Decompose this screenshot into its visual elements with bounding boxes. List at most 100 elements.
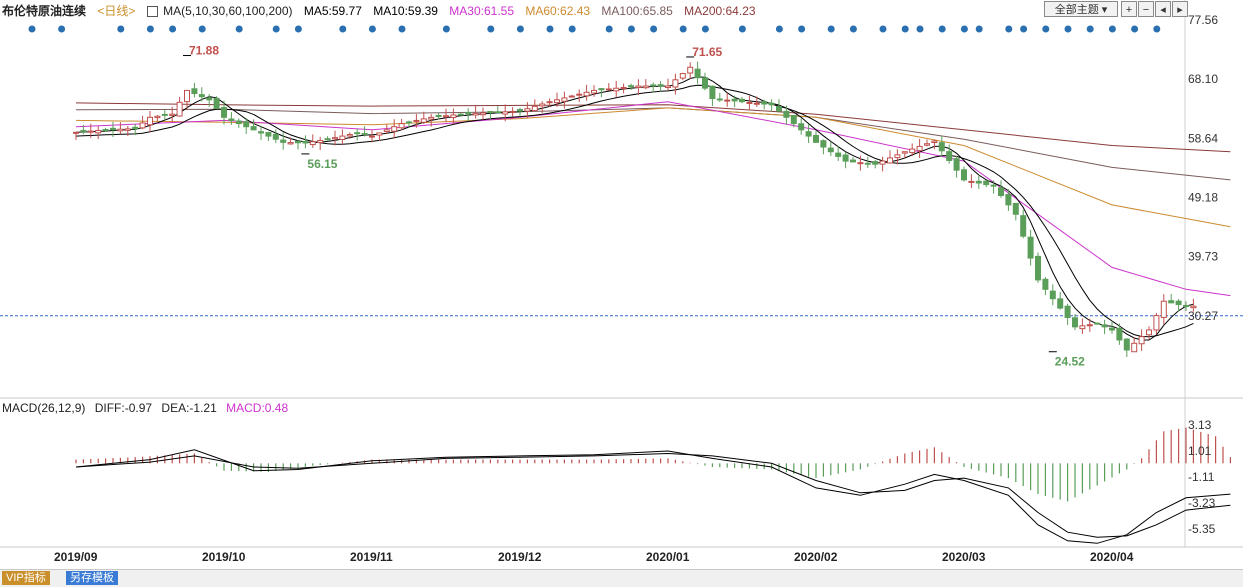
candle-body <box>665 85 671 89</box>
tab-vip-indicator[interactable]: VIP指标 <box>2 571 50 585</box>
candle-body <box>124 128 131 131</box>
event-dot <box>605 25 613 33</box>
macd-diff: DIFF:-0.97 <box>94 401 153 415</box>
candle-body <box>1020 215 1027 237</box>
event-dot <box>901 25 909 33</box>
ma60-value: MA60:62.43 <box>525 4 591 18</box>
event-dot <box>627 25 635 33</box>
x-tick-label: 2020/01 <box>646 550 690 564</box>
candle-body <box>295 140 301 144</box>
period-selector[interactable]: <日线> <box>97 4 136 18</box>
candle-body <box>428 116 435 120</box>
event-dot <box>1153 25 1161 33</box>
macd-value: MACD:0.48 <box>226 401 289 415</box>
event-dot <box>1131 25 1139 33</box>
event-dot <box>1108 25 1116 33</box>
candle-body <box>916 145 923 152</box>
candle-body <box>465 112 472 115</box>
candle-body <box>1146 329 1152 336</box>
chevron-down-icon: ▾ <box>1101 4 1108 16</box>
candle-body <box>213 97 220 110</box>
candle-body <box>702 77 708 89</box>
candle-body <box>1072 317 1078 328</box>
candle-body <box>332 137 338 140</box>
candle-body <box>635 85 642 88</box>
zoom-out-button[interactable]: − <box>1138 1 1154 17</box>
candle-body <box>435 114 442 118</box>
candle-body <box>554 99 560 104</box>
y-tick-label: 68.10 <box>1188 72 1218 86</box>
event-dot <box>1064 25 1072 33</box>
candle-body <box>198 94 205 98</box>
candle-body <box>1175 300 1182 306</box>
scroll-right-icon: ▸ <box>1177 4 1183 16</box>
candle-body <box>1012 202 1019 215</box>
candle-body <box>176 101 183 117</box>
candle-body <box>650 84 657 87</box>
ma-line-ma10 <box>75 84 1194 338</box>
event-dot <box>879 25 887 33</box>
chart-header: 布伦特原油连续 <日线> MA(5,10,30,60,100,200) MA5:… <box>2 2 764 19</box>
candle-body <box>502 111 509 115</box>
x-tick-label: 2020/04 <box>1090 550 1134 564</box>
bottom-tab-bar: VIP指标 另存模板 <box>0 569 1243 587</box>
candle-body <box>443 115 449 118</box>
candle-body <box>161 113 168 116</box>
candle-body <box>221 107 227 118</box>
ma-line-ma30 <box>75 101 1231 297</box>
candle-body <box>753 102 760 105</box>
ma100-value: MA100:65.85 <box>601 4 673 18</box>
event-dot <box>1042 25 1050 33</box>
theme-select[interactable]: 全部主题 ▾ <box>1044 1 1118 17</box>
grid-icon[interactable] <box>146 6 158 18</box>
candle-body <box>1153 315 1160 331</box>
tab-save-template[interactable]: 另存模板 <box>66 571 118 585</box>
candle-body <box>354 132 361 135</box>
candle-body <box>909 148 916 154</box>
candle-body <box>968 180 975 183</box>
candle-body <box>1064 305 1071 318</box>
candle-body <box>724 99 731 102</box>
candle-body <box>620 87 627 90</box>
ma30-value: MA30:61.55 <box>449 4 515 18</box>
candle-body <box>990 184 997 187</box>
candle-body <box>346 134 353 137</box>
y-tick-label: 58.64 <box>1188 131 1218 145</box>
event-dot <box>368 25 376 33</box>
candle-body <box>739 98 745 103</box>
x-tick-label: 2019/10 <box>202 550 246 564</box>
ma-line-ma5 <box>75 76 1194 341</box>
candle-body <box>687 66 694 74</box>
candle-body <box>472 112 479 116</box>
scroll-left-button[interactable]: ◂ <box>1155 1 1171 17</box>
candle-body <box>924 143 930 146</box>
event-dot <box>146 25 154 33</box>
y-tick-label: 30.27 <box>1188 309 1218 323</box>
candle-body <box>901 151 908 154</box>
extreme-label: 24.52 <box>1055 355 1085 369</box>
candle-body <box>250 126 257 131</box>
candle-body <box>568 95 575 98</box>
candle-body <box>591 89 597 94</box>
candle-body <box>953 158 960 171</box>
candle-body <box>509 110 516 113</box>
candle-body <box>280 139 287 143</box>
candle-body <box>864 162 871 165</box>
candle-body <box>731 98 738 102</box>
candle-body <box>1160 300 1167 318</box>
candle-body <box>605 88 612 91</box>
candle-body <box>783 110 790 118</box>
candle-body <box>376 132 383 136</box>
macd-y-tick-label: -3.23 <box>1188 496 1216 510</box>
event-dot <box>650 25 658 33</box>
scroll-right-button[interactable]: ▸ <box>1172 1 1188 17</box>
candle-body <box>524 108 531 112</box>
moving-average-lines <box>75 76 1231 341</box>
candle-body <box>746 101 753 104</box>
candle-body <box>776 106 782 112</box>
zoom-in-button[interactable]: + <box>1121 1 1137 17</box>
candle-body <box>1138 336 1145 345</box>
ma5-value: MA5:59.77 <box>303 4 362 18</box>
candle-body <box>1035 255 1041 281</box>
